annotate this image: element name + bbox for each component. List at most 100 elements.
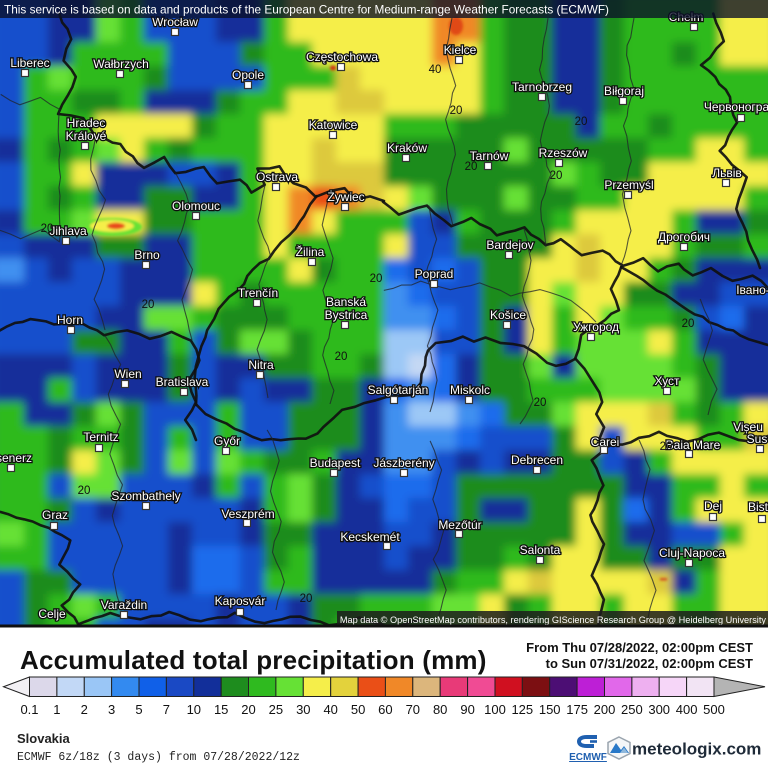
svg-text:20: 20 (241, 702, 255, 717)
svg-text:Banská: Banská (326, 295, 366, 309)
svg-text:Tarnów: Tarnów (470, 149, 509, 163)
svg-text:Jihlava: Jihlava (49, 224, 87, 238)
svg-text:Wałbrzych: Wałbrzych (93, 57, 149, 71)
svg-text:90: 90 (460, 702, 474, 717)
svg-text:Carei: Carei (591, 435, 620, 449)
svg-text:250: 250 (621, 702, 643, 717)
svg-text:500: 500 (703, 702, 725, 717)
svg-text:Częstochowa: Częstochowa (306, 50, 378, 64)
svg-text:20: 20 (78, 485, 91, 497)
svg-text:Ternitz: Ternitz (83, 430, 118, 444)
svg-text:Bardejov: Bardejov (486, 238, 533, 252)
svg-text:Olomouc: Olomouc (172, 199, 220, 213)
svg-text:Kraków: Kraków (387, 141, 427, 155)
svg-text:80: 80 (433, 702, 447, 717)
svg-text:Jászberény: Jászberény (373, 456, 434, 470)
svg-text:20: 20 (142, 299, 155, 311)
svg-text:Львів: Львів (712, 166, 742, 180)
svg-text:300: 300 (648, 702, 670, 717)
svg-text:Kielce: Kielce (444, 43, 477, 57)
svg-text:Cluj-Napoca: Cluj-Napoca (659, 546, 725, 560)
svg-text:Mezőtúr: Mezőtúr (438, 518, 481, 532)
svg-text:Bystrica: Bystrica (325, 308, 368, 322)
svg-text:Ostrava: Ostrava (256, 170, 298, 184)
svg-text:Veszprém: Veszprém (221, 507, 274, 521)
svg-text:2: 2 (81, 702, 88, 717)
svg-text:Червоноград: Червоноград (704, 100, 768, 114)
svg-text:Дрогобич: Дрогобич (658, 230, 710, 244)
svg-text:Budapest: Budapest (310, 456, 361, 470)
svg-text:ECMWF 6z/18z (3 days) from 07/: ECMWF 6z/18z (3 days) from 07/28/2022/12… (17, 751, 300, 764)
svg-text:Miskolc: Miskolc (450, 383, 490, 397)
svg-text:1: 1 (53, 702, 60, 717)
svg-text:20: 20 (41, 223, 54, 235)
svg-text:Varaždin: Varaždin (101, 598, 147, 612)
svg-text:30: 30 (296, 702, 310, 717)
svg-text:Opole: Opole (232, 68, 264, 82)
svg-text:20: 20 (550, 170, 563, 182)
svg-text:25: 25 (269, 702, 283, 717)
svg-text:60: 60 (378, 702, 392, 717)
svg-text:Żywiec: Żywiec (327, 190, 364, 204)
svg-text:15: 15 (214, 702, 228, 717)
svg-text:Rzeszów: Rzeszów (539, 146, 588, 160)
svg-text:Wien: Wien (114, 367, 141, 381)
svg-text:20: 20 (682, 318, 695, 330)
svg-text:40: 40 (323, 702, 337, 717)
svg-text:Map data © OpenStreetMap contr: Map data © OpenStreetMap contributors, r… (340, 615, 767, 625)
svg-text:150: 150 (539, 702, 561, 717)
svg-text:20: 20 (335, 351, 348, 363)
svg-text:20: 20 (534, 397, 547, 409)
svg-text:Košice: Košice (490, 308, 526, 322)
svg-text:Івано-: Івано- (736, 283, 768, 297)
svg-text:Hradec: Hradec (67, 116, 106, 130)
svg-text:20: 20 (450, 105, 463, 117)
svg-text:20: 20 (465, 161, 478, 173)
svg-text:Celje: Celje (38, 607, 66, 621)
svg-text:Trenčín: Trenčín (238, 286, 278, 300)
svg-text:Salonta: Salonta (520, 543, 561, 557)
svg-text:Kaposvár: Kaposvár (215, 594, 266, 608)
svg-text:20: 20 (575, 116, 588, 128)
svg-text:Králové: Králové (66, 129, 107, 143)
svg-text:Bratislava: Bratislava (156, 375, 209, 389)
svg-text:5: 5 (135, 702, 142, 717)
svg-text:400: 400 (676, 702, 698, 717)
svg-text:senerz: senerz (0, 451, 32, 465)
svg-text:Nitra: Nitra (248, 358, 274, 372)
svg-text:Horn: Horn (57, 313, 83, 327)
svg-text:Bistr: Bistr (748, 500, 768, 514)
svg-text:Szombathely: Szombathely (111, 489, 180, 503)
svg-text:Biłgoraj: Biłgoraj (604, 84, 644, 98)
svg-text:meteologix.com: meteologix.com (632, 740, 761, 759)
svg-text:Poprad: Poprad (415, 267, 454, 281)
svg-text:Sus: Sus (747, 432, 768, 446)
svg-text:Brno: Brno (134, 248, 160, 262)
svg-text:20: 20 (300, 593, 313, 605)
svg-text:175: 175 (566, 702, 588, 717)
svg-text:Slovakia: Slovakia (17, 731, 71, 746)
svg-text:50: 50 (351, 702, 365, 717)
svg-text:Győr: Győr (214, 434, 240, 448)
svg-text:Kecskemét: Kecskemét (340, 530, 400, 544)
svg-text:Baia Mare: Baia Mare (666, 438, 721, 452)
svg-text:Dej: Dej (704, 499, 722, 513)
svg-text:20: 20 (370, 273, 383, 285)
svg-text:10: 10 (187, 702, 201, 717)
svg-text:Žilina: Žilina (296, 244, 325, 259)
svg-text:0.1: 0.1 (20, 702, 38, 717)
svg-text:70: 70 (406, 702, 420, 717)
svg-text:Liberec: Liberec (10, 56, 49, 70)
svg-text:Salgótarján: Salgótarján (368, 383, 429, 397)
svg-text:Vișeu: Vișeu (733, 420, 763, 434)
svg-text:Хуст: Хуст (654, 374, 680, 388)
svg-text:40: 40 (429, 64, 442, 76)
svg-text:Przemyśl: Przemyśl (604, 178, 653, 192)
svg-text:20: 20 (660, 441, 673, 453)
svg-text:This service is based on data: This service is based on data and produc… (4, 3, 609, 17)
svg-text:7: 7 (163, 702, 170, 717)
svg-text:Tarnobrzeg: Tarnobrzeg (512, 80, 572, 94)
svg-text:Debrecen: Debrecen (511, 453, 563, 467)
svg-text:From Thu 07/28/2022, 02:00pm C: From Thu 07/28/2022, 02:00pm CEST (526, 640, 753, 655)
svg-text:Graz: Graz (42, 508, 68, 522)
